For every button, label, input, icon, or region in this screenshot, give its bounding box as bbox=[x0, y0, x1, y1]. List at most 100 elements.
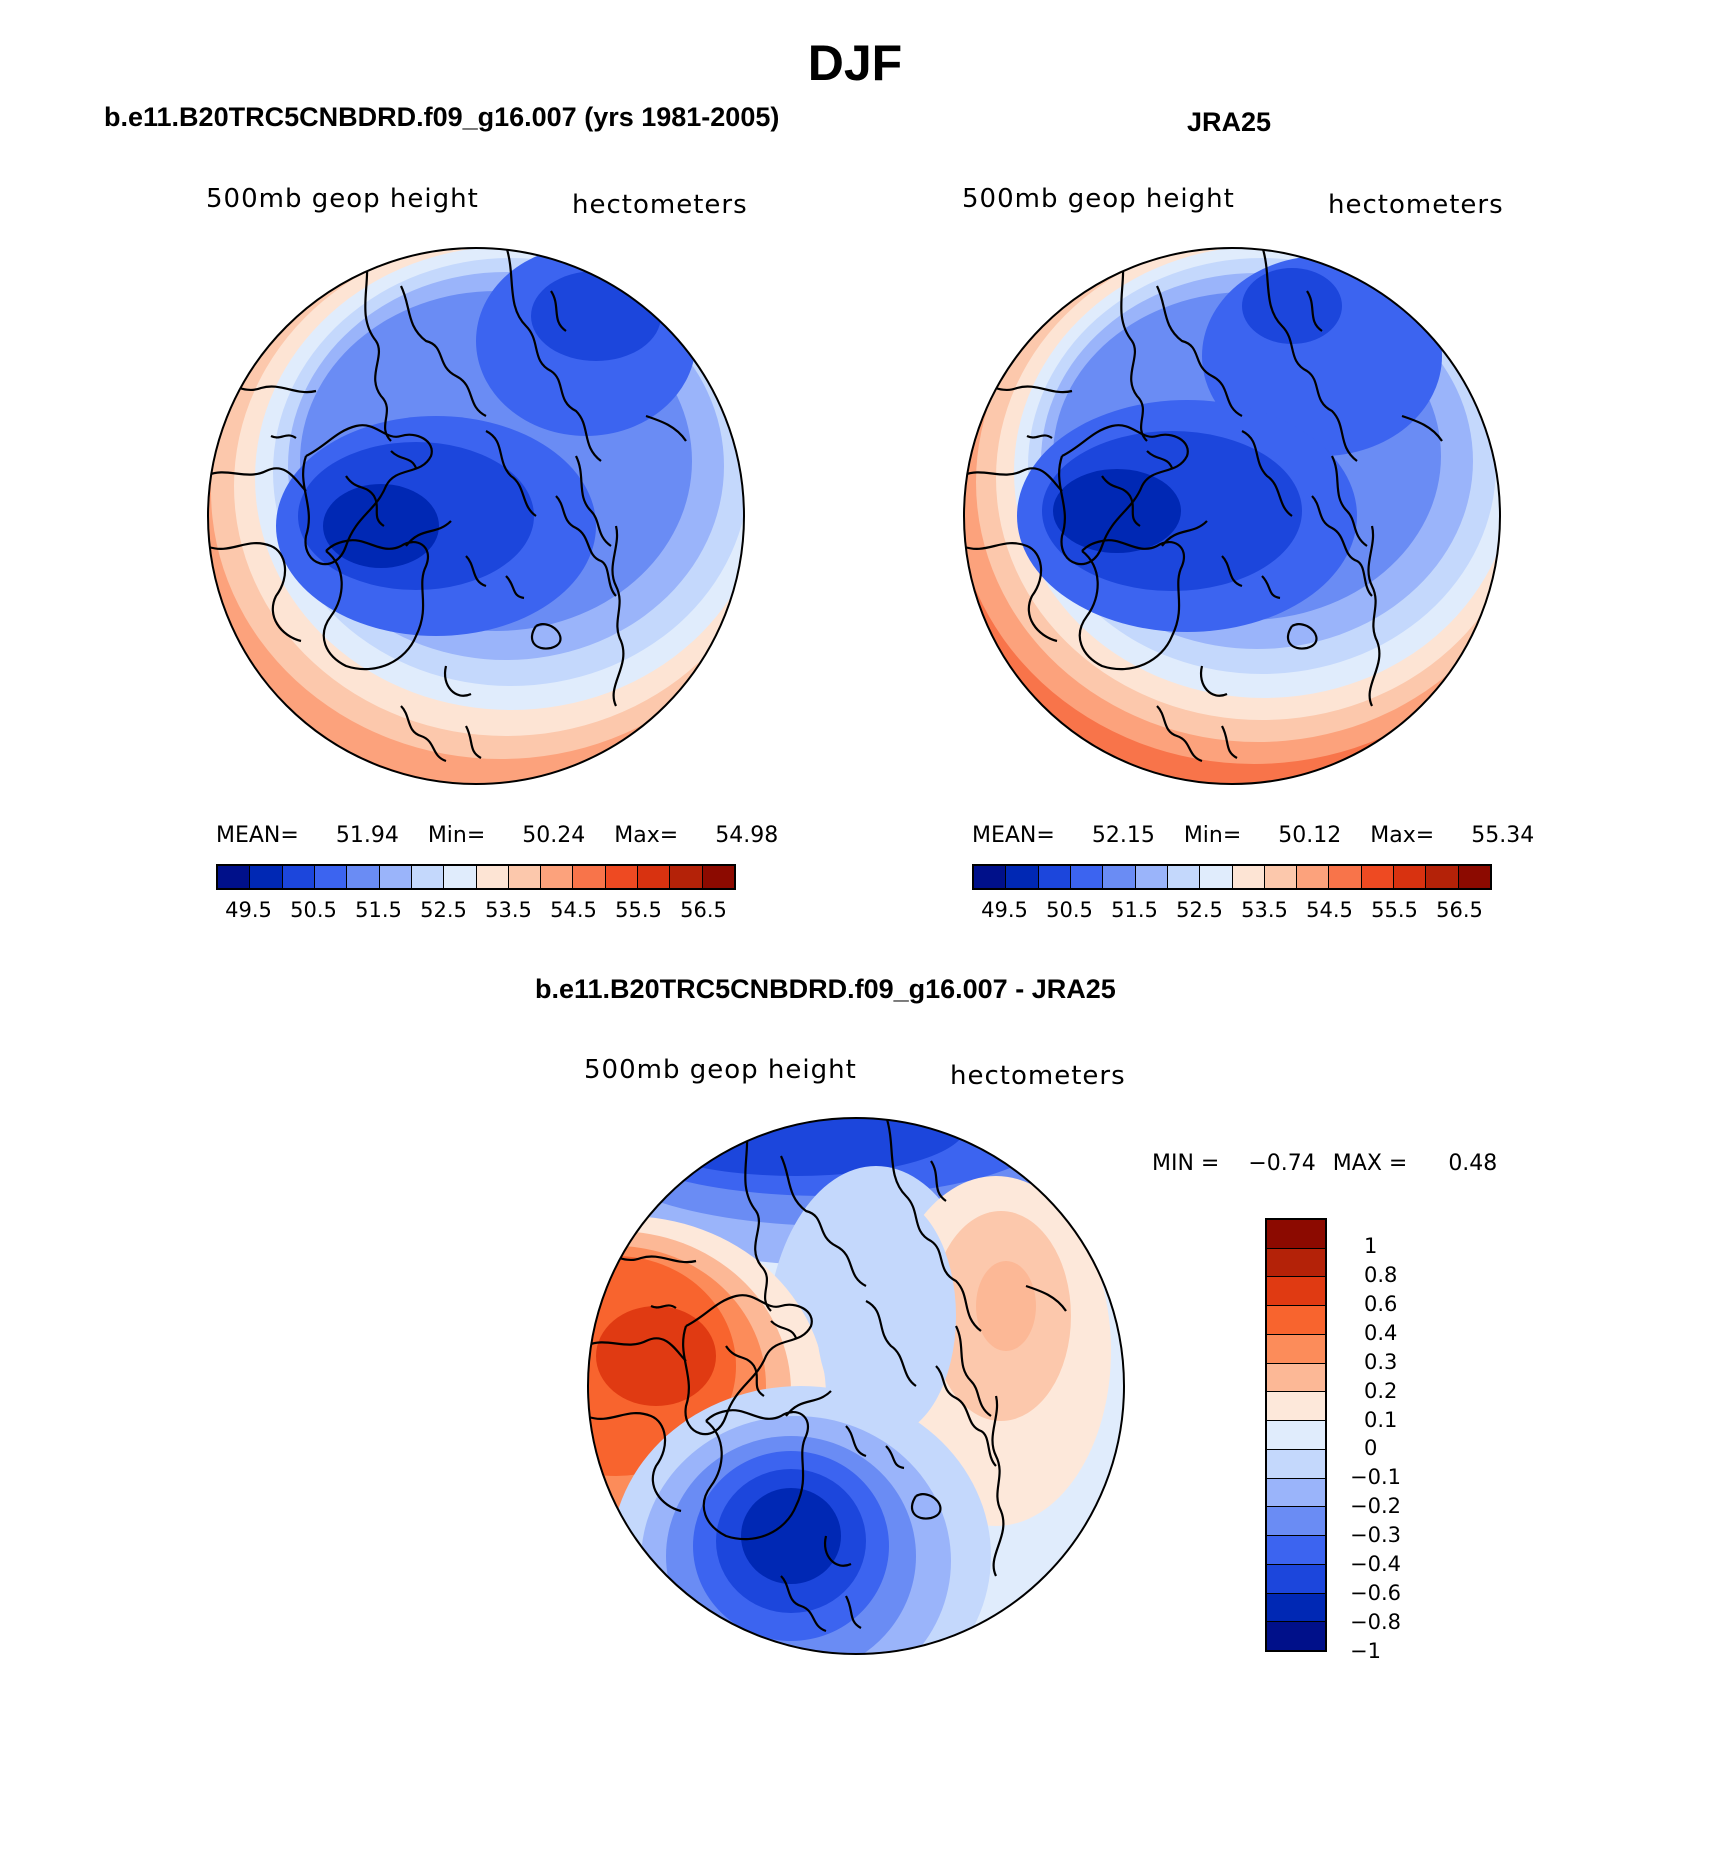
variable-label-difference: 500mb geop height bbox=[584, 1055, 857, 1085]
colorbar-tick-label: 0.3 bbox=[1364, 1349, 1398, 1374]
colorbar-swatch bbox=[1200, 866, 1233, 888]
colorbar-tick-label: 49.5 bbox=[225, 898, 272, 922]
colorbar-tick-label: −0.1 bbox=[1350, 1465, 1401, 1490]
max-value: 54.98 bbox=[715, 823, 779, 848]
colorbar-tick-label: 54.5 bbox=[550, 898, 597, 922]
map-border bbox=[207, 247, 745, 785]
colorbar-swatch bbox=[379, 866, 412, 888]
contour-band bbox=[976, 1261, 1036, 1351]
coastlines bbox=[588, 1118, 1067, 1633]
colorbar-tick-label: 53.5 bbox=[1241, 898, 1288, 922]
mean-label: MEAN= bbox=[216, 823, 299, 848]
colorbar-tick-label: 51.5 bbox=[1111, 898, 1158, 922]
colorbar-tick-label: 51.5 bbox=[355, 898, 402, 922]
colorbar-swatch bbox=[605, 866, 639, 888]
contour-band bbox=[1242, 268, 1342, 344]
colorbar-swatch bbox=[1297, 866, 1330, 888]
colorbar-swatch bbox=[1267, 1220, 1325, 1249]
min-value: 50.24 bbox=[522, 823, 586, 848]
colorbar-swatch bbox=[1038, 866, 1071, 888]
units-label-model: hectometers bbox=[572, 190, 748, 220]
max-label: Max= bbox=[1370, 823, 1435, 848]
colorbar-tick-label: 52.5 bbox=[420, 898, 467, 922]
colorbar-tick-label: 56.5 bbox=[680, 898, 727, 922]
colorbar-swatch bbox=[1267, 1507, 1325, 1537]
colorbar-swatch bbox=[1135, 866, 1168, 888]
colorbar-tick-label: −0.8 bbox=[1350, 1610, 1401, 1635]
max-value: 55.34 bbox=[1471, 823, 1535, 848]
min-value: 50.12 bbox=[1278, 823, 1342, 848]
colorbar-swatch bbox=[508, 866, 542, 888]
contour-band bbox=[323, 484, 439, 568]
colorbar-swatch bbox=[1458, 866, 1490, 888]
colorbar-tick-label: 49.5 bbox=[981, 898, 1028, 922]
colorbar-swatch bbox=[1267, 1593, 1325, 1623]
panel-title-reanalysis: JRA25 bbox=[1187, 107, 1272, 137]
polar-map-reanalysis bbox=[963, 247, 1501, 785]
colorbar-swatch bbox=[1267, 1306, 1325, 1335]
colorbar-tick-label: −0.3 bbox=[1350, 1523, 1401, 1548]
colorbar-swatch bbox=[347, 866, 380, 888]
min-label: Min= bbox=[427, 823, 486, 848]
colorbar-swatch bbox=[541, 866, 574, 888]
figure-title: DJF bbox=[807, 35, 903, 91]
colorbar-swatch bbox=[1103, 866, 1136, 888]
colorbar-swatch bbox=[1329, 866, 1362, 888]
units-label-reanalysis: hectometers bbox=[1328, 190, 1504, 220]
variable-label-model: 500mb geop height bbox=[206, 184, 479, 214]
colorbar-tick-label: 53.5 bbox=[485, 898, 532, 922]
colorbar-swatch bbox=[1267, 1334, 1325, 1364]
mean-value: 51.94 bbox=[335, 823, 399, 848]
colorbar-tick-label: 56.5 bbox=[1436, 898, 1483, 922]
max-label: MAX = bbox=[1332, 1151, 1408, 1176]
colorbar-tick-label: −0.6 bbox=[1350, 1581, 1401, 1606]
min-value: −0.74 bbox=[1248, 1151, 1316, 1176]
contour-band bbox=[741, 1488, 841, 1584]
colorbar-difference bbox=[1265, 1218, 1327, 1652]
colorbar-labels-difference: 1 0.8 0.6 0.4 0.3 0.2 0.1 0 −0.1 −0.2 −0.3 −0.4 −0.6… bbox=[1350, 1218, 1430, 1663]
stats-model: MEAN= 51.94 Min= 50.24 Max= 54.98 bbox=[216, 823, 778, 848]
colorbar-tick-label: 0.6 bbox=[1364, 1291, 1398, 1316]
colorbar-swatch bbox=[1167, 866, 1201, 888]
colorbar-swatch bbox=[670, 866, 703, 888]
colorbar-tick-label: 1 bbox=[1364, 1233, 1378, 1258]
colorbar-swatch bbox=[1264, 866, 1298, 888]
colorbar-model bbox=[216, 864, 736, 890]
panel-title-difference: b.e11.B20TRC5CNBDRD.f09_g16.007 - JRA25 bbox=[535, 974, 1116, 1004]
colorbar-swatch bbox=[974, 866, 1007, 888]
colorbar-swatch bbox=[1361, 866, 1395, 888]
colorbar-swatch bbox=[476, 866, 509, 888]
max-value: 0.48 bbox=[1448, 1151, 1498, 1176]
coastlines bbox=[964, 248, 1443, 763]
colorbar-tick-label: 0.4 bbox=[1364, 1320, 1398, 1345]
colorbar-tick-label: 55.5 bbox=[1371, 898, 1418, 922]
colorbar-swatch bbox=[1232, 866, 1265, 888]
colorbar-tick-label: 55.5 bbox=[615, 898, 662, 922]
colorbar-swatch bbox=[1267, 1363, 1325, 1393]
polar-map-model bbox=[207, 247, 745, 785]
colorbar-swatch bbox=[1070, 866, 1104, 888]
contour-band bbox=[1053, 469, 1181, 553]
colorbar-swatch bbox=[218, 866, 251, 888]
colorbar-swatch bbox=[1267, 1392, 1325, 1422]
colorbar-swatch bbox=[1006, 866, 1039, 888]
colorbar-tick-label: 50.5 bbox=[1046, 898, 1093, 922]
colorbar-swatch bbox=[1267, 1478, 1325, 1508]
colorbar-swatch bbox=[1267, 1564, 1325, 1594]
mean-label: MEAN= bbox=[972, 823, 1055, 848]
colorbar-tick-label: −0.4 bbox=[1350, 1552, 1401, 1577]
colorbar-swatch bbox=[1394, 866, 1427, 888]
colorbar-tick-label: −0.2 bbox=[1350, 1494, 1401, 1519]
colorbar-swatch bbox=[1267, 1421, 1325, 1450]
contour-band bbox=[531, 271, 661, 361]
max-label: Max= bbox=[614, 823, 679, 848]
colorbar-swatch bbox=[638, 866, 671, 888]
colorbar-tick-label: 50.5 bbox=[290, 898, 337, 922]
colorbar-tick-label: −1 bbox=[1350, 1639, 1381, 1663]
min-label: Min= bbox=[1183, 823, 1242, 848]
contour-band bbox=[596, 1306, 716, 1406]
colorbar-tick-label: 54.5 bbox=[1306, 898, 1353, 922]
polar-map-difference bbox=[587, 1117, 1125, 1655]
colorbar-swatch bbox=[702, 866, 734, 888]
colorbar-tick-label: 52.5 bbox=[1176, 898, 1223, 922]
